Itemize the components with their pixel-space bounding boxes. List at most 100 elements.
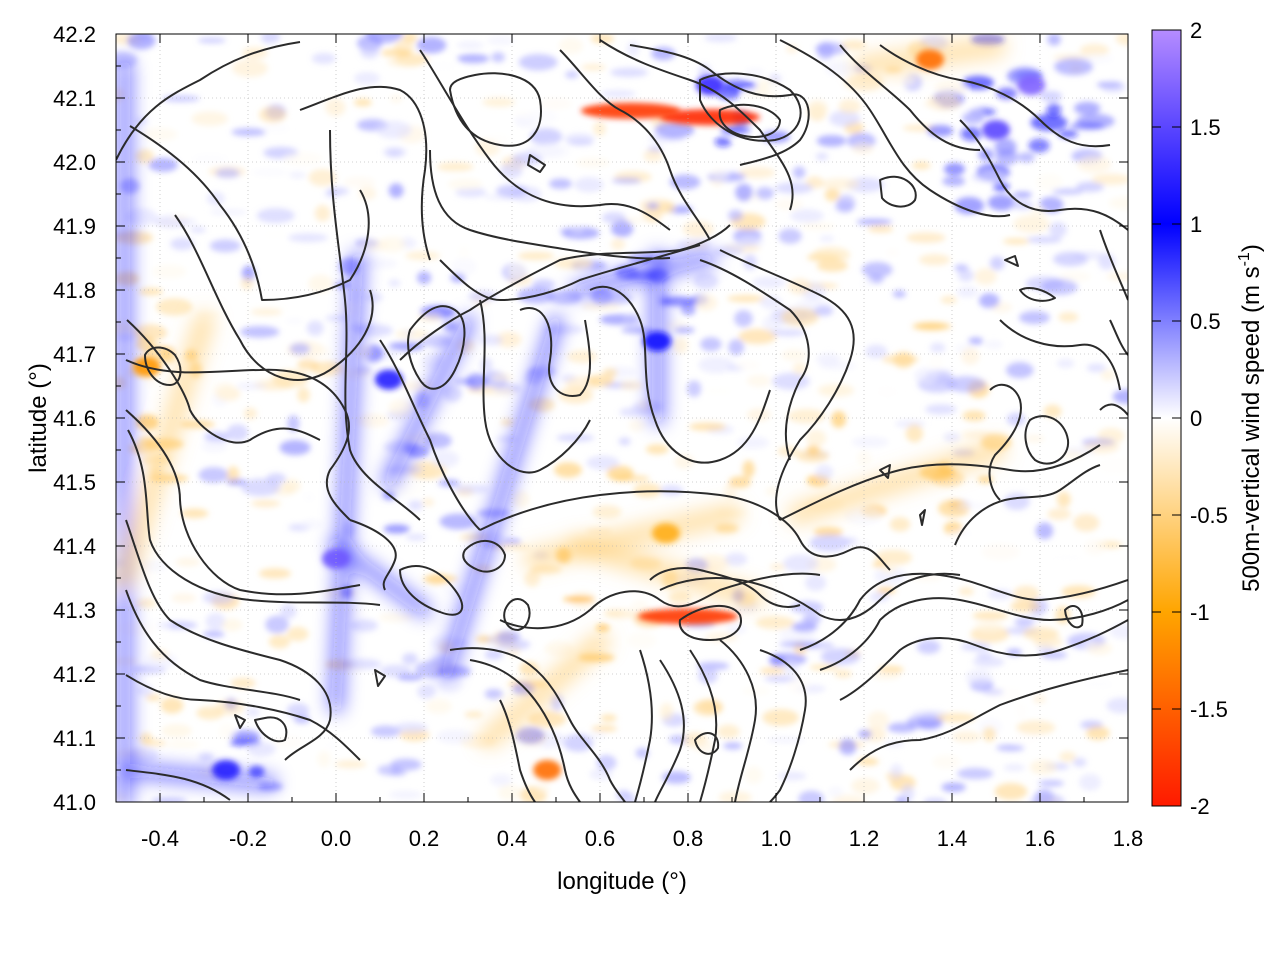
field-cell <box>218 722 236 740</box>
field-cell <box>892 290 906 298</box>
field-cell <box>686 380 702 398</box>
field-cell <box>378 612 414 623</box>
field-cell <box>289 343 311 355</box>
downdraft-feature <box>580 102 681 119</box>
field-cell <box>389 94 403 103</box>
field-cell <box>370 725 401 738</box>
x-axis: -0.4 -0.2 0.0 0.2 0.4 0.6 0.8 1.0 1.2 1.4 1.6 1.8 l… <box>141 34 1143 895</box>
field-cell <box>166 740 200 748</box>
field-cell <box>544 641 573 657</box>
contour-line <box>125 589 301 701</box>
field-cell <box>781 349 807 361</box>
field-cell <box>128 443 157 454</box>
field-cell <box>243 407 257 420</box>
field-cell <box>511 152 543 166</box>
field-cell <box>453 484 489 494</box>
field-cell <box>851 436 889 448</box>
field-cell <box>311 52 336 64</box>
field-cell <box>475 635 492 643</box>
field-cell <box>958 269 974 282</box>
field-cell <box>487 36 515 45</box>
field-cell <box>867 224 894 234</box>
field-cell <box>420 60 460 73</box>
field-cell <box>563 595 595 603</box>
field-cell <box>619 380 643 391</box>
updraft-feature <box>374 369 403 390</box>
contour-line <box>127 429 381 606</box>
field-cell <box>135 149 155 164</box>
contour-line <box>479 490 891 571</box>
field-cell <box>638 678 669 685</box>
field-cell <box>162 94 200 103</box>
field-cell <box>230 677 256 689</box>
field-cell <box>856 218 893 226</box>
colorbar-tick-label: -1 <box>1190 600 1210 625</box>
field-cell <box>611 220 634 238</box>
field-cell <box>815 152 829 161</box>
field-cell <box>421 353 444 370</box>
contour-line <box>879 175 917 208</box>
field-cell <box>876 587 896 594</box>
field-cell <box>940 296 957 304</box>
field-cell <box>693 272 719 290</box>
field-cell <box>439 513 477 530</box>
contour-line <box>1064 605 1084 629</box>
field-cell <box>132 324 168 341</box>
field-cell <box>259 106 287 123</box>
field-cell <box>394 722 428 734</box>
field-cell <box>778 228 802 244</box>
field-cell <box>752 276 786 289</box>
field-cell <box>503 537 522 546</box>
field-cell <box>289 171 306 179</box>
field-cell <box>205 612 226 631</box>
field-cell <box>1061 585 1096 599</box>
field-cell <box>341 658 382 670</box>
field-cell <box>300 519 322 530</box>
field-cell <box>256 208 295 224</box>
field-cell <box>286 626 309 642</box>
field-cell <box>179 420 216 429</box>
updraft-feature <box>1017 75 1046 96</box>
field-cell <box>563 733 594 752</box>
downdraft-band <box>523 503 743 570</box>
field-cell <box>306 320 324 336</box>
field-cell <box>1017 152 1035 163</box>
field-cell <box>982 688 1004 696</box>
contour-line <box>499 699 536 802</box>
field-cell <box>796 449 830 463</box>
contour-line <box>439 244 701 301</box>
field-cell <box>231 128 267 137</box>
field-cell <box>621 327 653 334</box>
x-tick-label: 1.4 <box>937 826 968 851</box>
field-cell <box>987 194 1016 211</box>
field-cell <box>1086 363 1107 373</box>
field-cell <box>436 162 474 172</box>
colorbar-tick-label: -0.5 <box>1190 503 1228 528</box>
field-cell <box>929 342 946 353</box>
field-cell <box>567 350 598 364</box>
field-cell <box>928 353 944 371</box>
field-cell <box>161 724 192 738</box>
field-cell <box>387 57 426 67</box>
field-cell <box>610 67 648 78</box>
field-cell <box>1033 694 1046 704</box>
updraft-band <box>439 315 563 681</box>
x-tick-label: 1.6 <box>1025 826 1056 851</box>
field-cell <box>961 108 983 122</box>
field-cell <box>807 99 828 118</box>
field-cell <box>935 713 976 723</box>
field-cell <box>905 424 924 443</box>
field-cell <box>1002 238 1030 245</box>
field-cell <box>802 613 822 625</box>
contour-line <box>759 649 807 802</box>
contour-line <box>559 49 711 241</box>
field-cell <box>285 317 304 325</box>
field-cell <box>324 738 339 751</box>
field-cell <box>490 773 512 787</box>
field-cell <box>529 128 563 146</box>
field-cell <box>386 148 403 157</box>
field-cell <box>464 711 483 718</box>
y-tick-labels: 41.0 41.1 41.2 41.3 41.4 41.5 41.6 41.7 41.8 41.9… <box>53 22 96 815</box>
field-cell <box>343 176 376 188</box>
